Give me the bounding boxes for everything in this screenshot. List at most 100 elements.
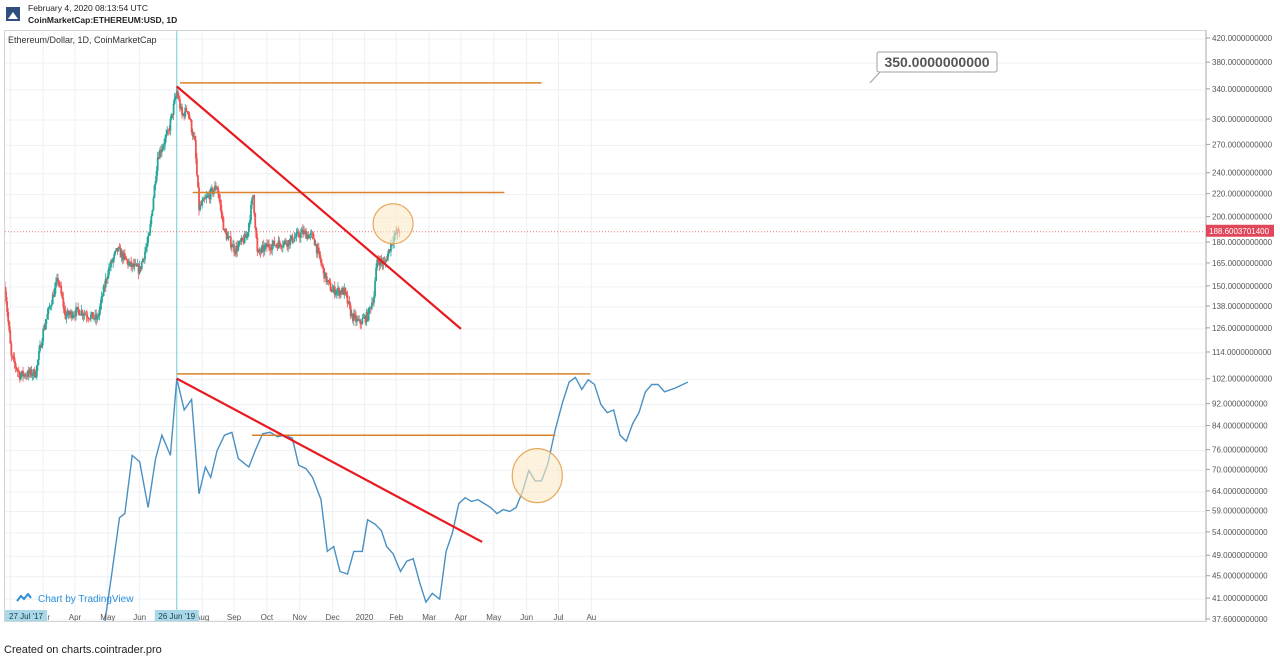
candle-body	[5, 286, 6, 292]
candle-body	[338, 287, 340, 296]
candle-body	[44, 324, 47, 330]
candle-body	[79, 314, 82, 316]
candle-body	[304, 230, 306, 232]
candle-body	[147, 235, 150, 243]
x-tick-label: Jun	[520, 613, 533, 622]
candle-body	[12, 356, 15, 358]
tradingview-credit[interactable]: Chart by TradingView	[16, 593, 133, 605]
candle-body	[342, 288, 345, 295]
candle-body	[115, 248, 118, 251]
candle-body	[138, 266, 141, 274]
candle-body	[124, 256, 127, 260]
candle-body	[84, 313, 87, 315]
candle-body	[316, 247, 319, 254]
candle-body	[242, 239, 245, 244]
candle-body	[149, 224, 152, 234]
x-tick-label: Au	[586, 613, 596, 622]
candle-body	[129, 261, 132, 263]
candle-body	[16, 369, 19, 372]
y-tick-label: 102.0000000000	[1212, 375, 1273, 384]
candle-body	[216, 187, 218, 190]
tradingview-cloud-icon	[16, 593, 32, 602]
candle-body	[167, 130, 170, 132]
candle-body	[360, 323, 363, 325]
candle-body	[56, 278, 58, 283]
candle-body	[116, 248, 119, 251]
candle-body	[285, 240, 287, 244]
candle-body	[122, 253, 125, 260]
price-axis-svg[interactable]: 420.0000000000 380.0000000000 340.00000000…	[1206, 30, 1276, 624]
candle-body	[228, 236, 231, 238]
x-tick-label: May	[100, 613, 115, 622]
candle-body	[172, 103, 175, 115]
candle-body	[22, 370, 24, 377]
candle-body	[209, 188, 212, 200]
candle-body	[14, 363, 17, 368]
candle-body	[155, 170, 158, 182]
candle-body	[390, 243, 392, 252]
y-tick-label: 37.6000000000	[1212, 615, 1268, 622]
candle-body	[7, 311, 10, 322]
candle-body	[154, 181, 157, 186]
candle-body	[162, 146, 164, 150]
candle-body	[177, 97, 180, 100]
candle-body	[106, 275, 109, 279]
x-marker-label: 26 Jun '19	[158, 612, 195, 621]
candle-body	[277, 240, 280, 249]
candle-body	[60, 285, 63, 294]
x-tick-label: Feb	[389, 613, 403, 622]
candle-body	[81, 310, 84, 316]
footer-credit: Created on charts.cointrader.pro	[4, 644, 162, 656]
candle-body	[33, 369, 36, 378]
candle-body	[18, 372, 21, 380]
candle-body	[58, 281, 60, 286]
candle-body	[78, 309, 81, 315]
plot-area[interactable]: 350.0000000000 Feb Mar Apr May Jun Jul Aug Sep Oc…	[4, 30, 1206, 622]
candle-body	[344, 287, 347, 292]
candle-body	[333, 286, 336, 296]
candle-body	[121, 251, 124, 260]
candle-body	[189, 119, 192, 121]
y-tick-label: 70.0000000000	[1212, 465, 1268, 474]
candle-body	[175, 90, 178, 96]
chart-svg[interactable]: 350.0000000000 Feb Mar Apr May Jun Jul Aug Sep Oc…	[5, 31, 1206, 622]
candle-body	[308, 235, 311, 239]
candle-body	[335, 290, 338, 294]
candle-body	[45, 319, 48, 325]
candle-body	[367, 308, 370, 321]
x-marker-badge	[154, 610, 199, 621]
current-price-label: 188.6003701400	[1209, 227, 1270, 236]
price-axis[interactable]: 420.0000000000 380.0000000000 340.00000000…	[1206, 30, 1276, 624]
candle-body	[201, 201, 204, 206]
candle-body	[176, 90, 179, 98]
candle-body	[144, 251, 146, 260]
y-tick-label: 138.0000000000	[1212, 302, 1273, 311]
candle-body	[345, 291, 348, 296]
candle-body	[260, 247, 263, 253]
candle-body	[180, 106, 182, 109]
candle-body	[376, 259, 379, 268]
candle-body	[8, 321, 11, 331]
candle-body	[219, 199, 222, 205]
candle-body	[294, 236, 297, 238]
y-tick-label: 114.0000000000	[1212, 348, 1272, 357]
candle-body	[286, 243, 288, 247]
candle-body	[105, 278, 108, 280]
candle-body	[339, 290, 341, 296]
candle-body	[331, 289, 334, 293]
candle-body	[292, 241, 295, 243]
candle-body	[39, 344, 41, 352]
candle-body	[88, 318, 91, 320]
candle-body	[238, 241, 241, 245]
candle-body	[370, 302, 373, 309]
candle-body	[174, 95, 177, 99]
y-tick-label: 64.0000000000	[1212, 487, 1268, 496]
candle-body	[15, 367, 18, 370]
candle-body	[94, 314, 97, 319]
candle-body	[321, 263, 323, 266]
candle-body	[141, 258, 144, 262]
candle-body	[101, 296, 104, 297]
candle-body	[89, 314, 92, 319]
candle-body	[368, 307, 371, 309]
candle-body	[204, 198, 207, 200]
